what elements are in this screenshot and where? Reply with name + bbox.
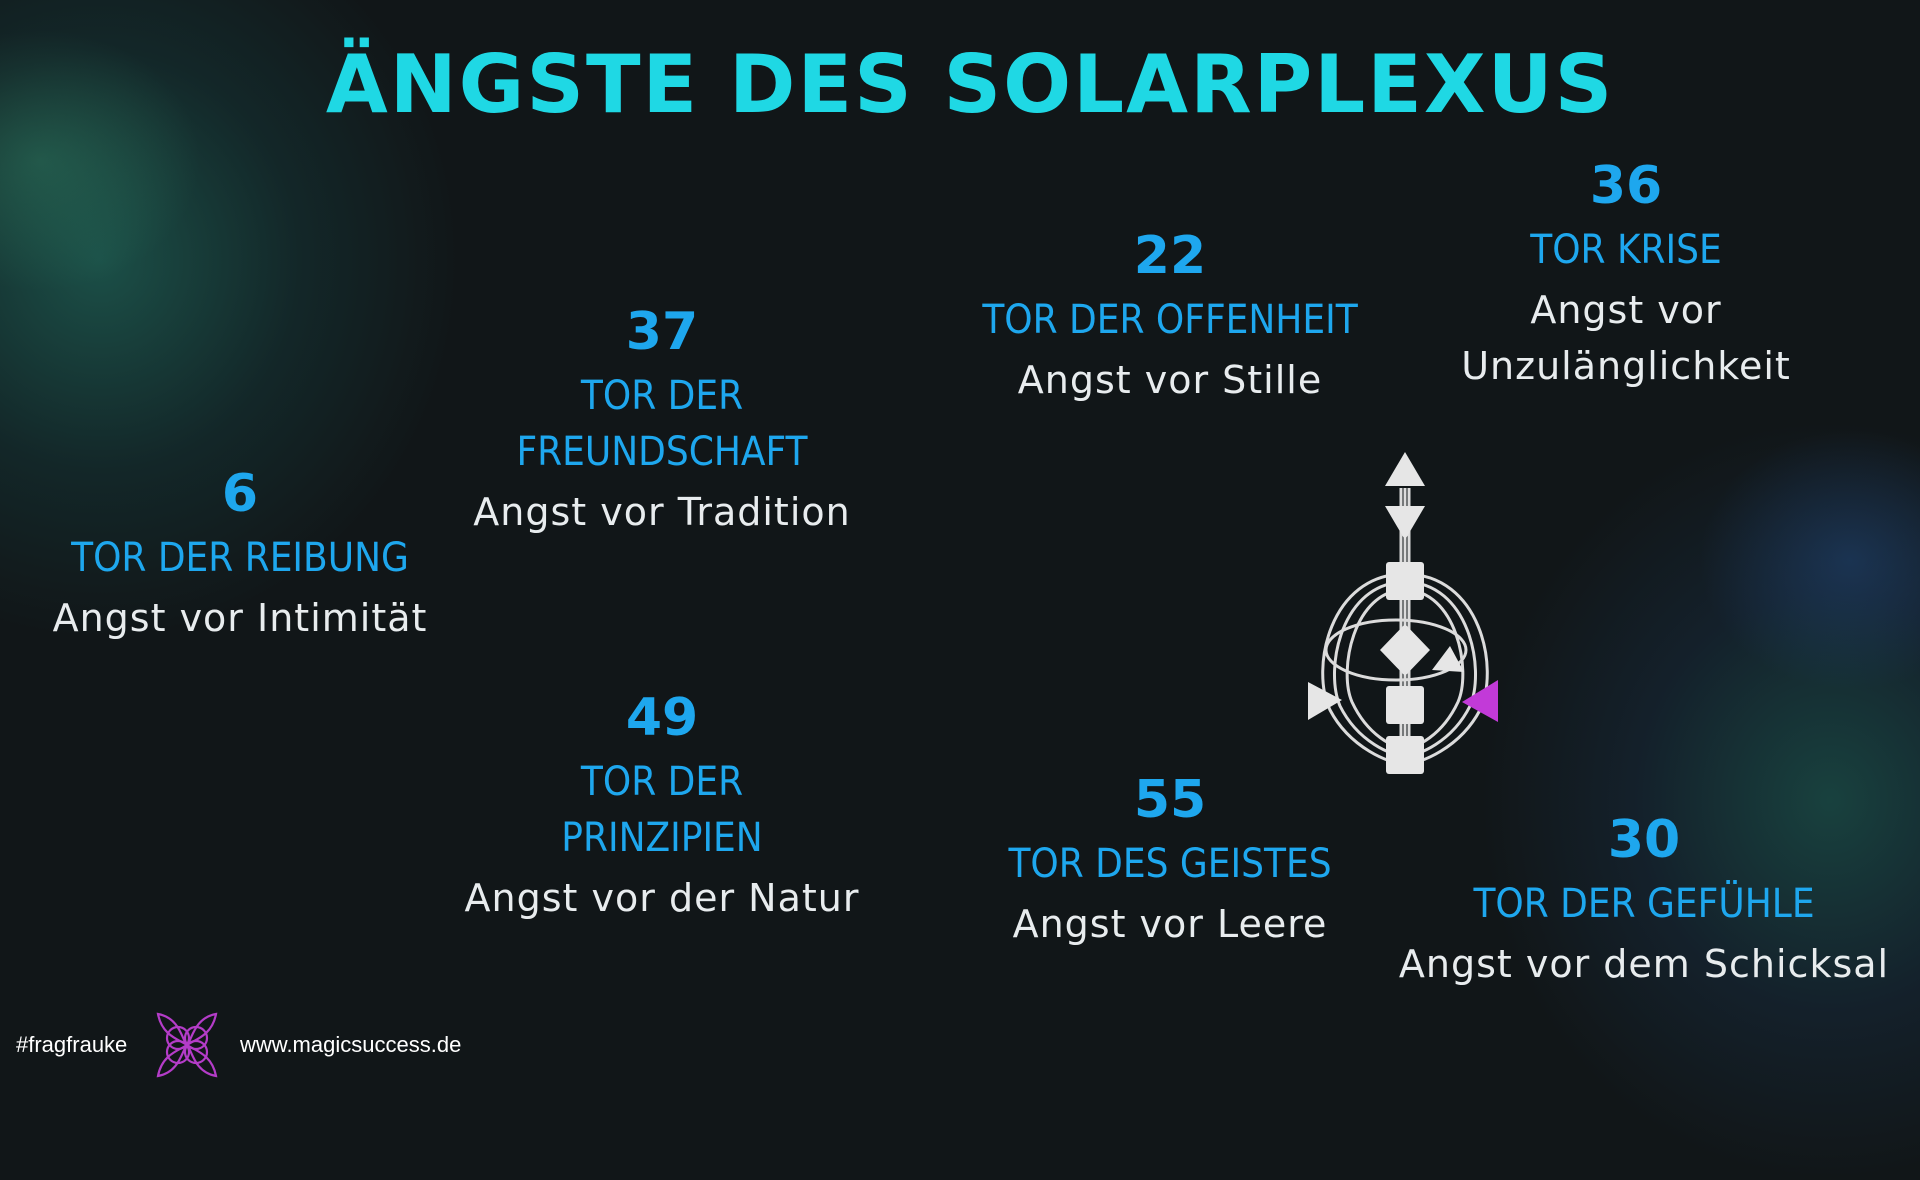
gate-name: TOR DER REIBUNG xyxy=(71,535,409,581)
gate-number: 6 xyxy=(221,464,259,524)
gate-fear-line: Unzulänglichkeit xyxy=(1461,344,1791,388)
gate-number: 55 xyxy=(1133,770,1207,830)
solar-plexus-highlight xyxy=(1462,680,1498,722)
gate-name: TOR DER GEFÜHLE xyxy=(1473,881,1815,927)
website-url[interactable]: www.magicsuccess.de xyxy=(240,1032,462,1057)
flower-logo-icon xyxy=(156,1012,218,1078)
gate-55: 55 TOR DES GEISTES Angst vor Leere xyxy=(1008,770,1331,952)
gate-49: 49 TOR DER PRINZIPIEN Angst vor der Natu… xyxy=(465,688,860,926)
gate-number: 36 xyxy=(1589,156,1663,216)
gate-37: 37 TOR DER FREUNDSCHAFT Angst vor Tradit… xyxy=(473,302,850,540)
gate-name: TOR DES GEISTES xyxy=(1008,841,1332,887)
gate-name-line: TOR DER xyxy=(580,373,744,419)
gate-fear: Angst vor Stille xyxy=(1017,358,1323,402)
gate-fear: Angst vor Leere xyxy=(1012,902,1328,946)
gate-22: 22 TOR DER OFFENHEIT Angst vor Stille xyxy=(982,226,1357,408)
gate-number: 22 xyxy=(1133,226,1207,286)
gate-name: TOR DER OFFENHEIT xyxy=(982,297,1358,343)
hashtag: #fragfrauke xyxy=(16,1032,128,1057)
human-design-bodygraph-icon xyxy=(1308,452,1498,774)
gate-6: 6 TOR DER REIBUNG Angst vor Intimität xyxy=(53,464,428,646)
gate-fear: Angst vor dem Schicksal xyxy=(1398,942,1890,986)
gate-name-line: PRINZIPIEN xyxy=(561,815,763,861)
gate-number: 49 xyxy=(625,688,699,748)
gate-number: 30 xyxy=(1607,810,1681,870)
gate-name-line: TOR DER xyxy=(580,759,744,805)
gate-fear: Angst vor Tradition xyxy=(473,490,851,534)
gate-name: TOR DER PRINZIPIEN xyxy=(465,754,860,866)
gate-fear: Angst vor Unzulänglichkeit xyxy=(1461,282,1791,394)
gate-36: 36 TOR KRISE Angst vor Unzulänglichkeit xyxy=(1461,156,1791,394)
gate-fear: Angst vor der Natur xyxy=(464,876,860,920)
gate-fear: Angst vor Intimität xyxy=(52,596,428,640)
gate-name: TOR KRISE xyxy=(1530,227,1722,273)
gate-number: 37 xyxy=(625,302,699,362)
gate-30: 30 TOR DER GEFÜHLE Angst vor dem Schicks… xyxy=(1399,810,1889,992)
page-title: ÄNGSTE DES SOLARPLEXUS xyxy=(325,38,1615,131)
gate-name: TOR DER FREUNDSCHAFT xyxy=(473,368,850,480)
gate-fear-line: Angst vor xyxy=(1530,288,1722,332)
gate-name-line: FREUNDSCHAFT xyxy=(516,429,808,475)
